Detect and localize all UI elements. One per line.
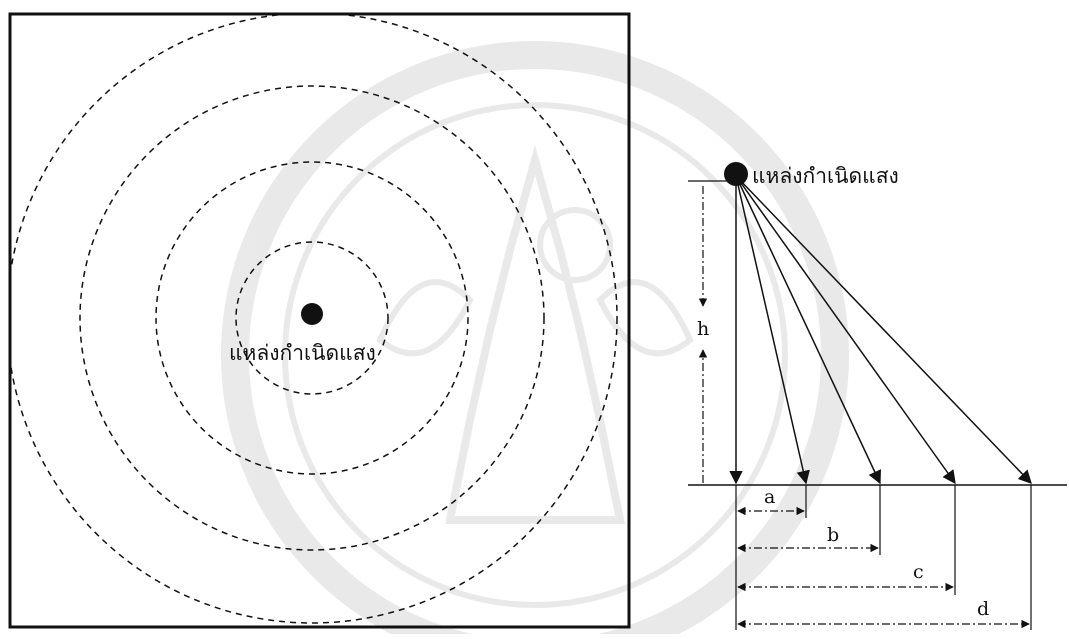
height-label: h bbox=[697, 318, 709, 340]
light-ray-a bbox=[735, 175, 810, 485]
illumination-ring-1 bbox=[235, 241, 389, 395]
distance-label-b: b bbox=[827, 524, 839, 546]
light-ray-b bbox=[735, 175, 881, 485]
right-light-source-dot bbox=[724, 162, 748, 186]
light-ray-c bbox=[735, 175, 956, 485]
illumination-ring-2 bbox=[155, 161, 469, 475]
illumination-ring-4 bbox=[10, 14, 618, 624]
right-source-label: แหล่งกำเนิดแสง bbox=[752, 164, 899, 188]
illumination-ring-3 bbox=[79, 85, 545, 551]
light-ray-d bbox=[735, 175, 1032, 484]
right-panel: h แหล่งกำเนิดแสง a b c d bbox=[688, 162, 1067, 630]
left-frame bbox=[8, 12, 631, 629]
distance-label-c: c bbox=[913, 561, 924, 583]
light-source-dot bbox=[301, 303, 323, 325]
watermark-seal bbox=[221, 41, 849, 639]
distance-label-d: d bbox=[977, 598, 989, 620]
left-source-label: แหล่งกำเนิดแสง bbox=[229, 341, 376, 365]
left-panel: แหล่งกำเนิดแสง bbox=[8, 12, 631, 629]
distance-label-a: a bbox=[764, 486, 775, 508]
